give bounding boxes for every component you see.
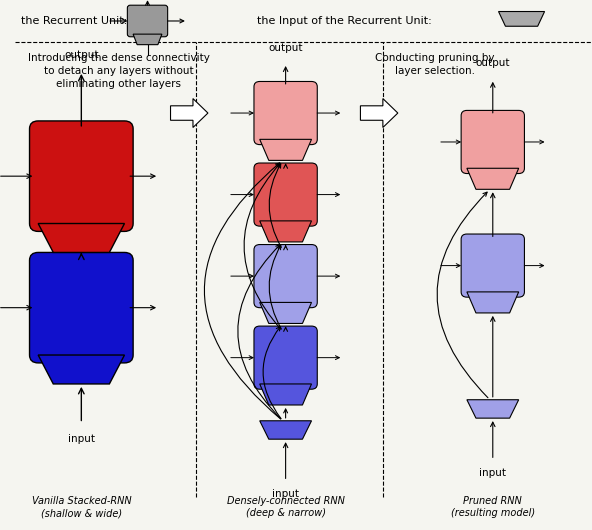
Polygon shape <box>361 99 398 128</box>
Text: Vanilla Stacked-RNN
(shallow & wide): Vanilla Stacked-RNN (shallow & wide) <box>31 497 131 518</box>
Polygon shape <box>467 292 519 313</box>
FancyBboxPatch shape <box>127 5 168 37</box>
Polygon shape <box>260 421 311 439</box>
Text: Pruned RNN
(resulting model): Pruned RNN (resulting model) <box>451 497 535 518</box>
FancyBboxPatch shape <box>30 121 133 232</box>
Text: Conducting pruning by
layer selection.: Conducting pruning by layer selection. <box>375 52 495 76</box>
Polygon shape <box>170 99 208 128</box>
Text: output: output <box>268 42 303 52</box>
Polygon shape <box>260 384 311 405</box>
Polygon shape <box>498 12 545 26</box>
FancyBboxPatch shape <box>254 82 317 145</box>
Polygon shape <box>467 169 519 189</box>
Polygon shape <box>38 224 124 252</box>
FancyBboxPatch shape <box>254 244 317 308</box>
Text: Densely-connected RNN
(deep & narrow): Densely-connected RNN (deep & narrow) <box>227 497 345 518</box>
Polygon shape <box>38 355 124 384</box>
FancyBboxPatch shape <box>461 234 525 297</box>
Text: input: input <box>68 434 95 444</box>
Text: output: output <box>475 58 510 68</box>
Polygon shape <box>260 221 311 242</box>
Polygon shape <box>260 139 311 161</box>
FancyBboxPatch shape <box>30 252 133 363</box>
Polygon shape <box>133 34 162 45</box>
Text: Introducing the dense connectivity
to detach any layers without
eliminating othe: Introducing the dense connectivity to de… <box>28 52 210 89</box>
Text: output: output <box>64 50 99 60</box>
Polygon shape <box>467 400 519 418</box>
FancyBboxPatch shape <box>254 163 317 226</box>
FancyBboxPatch shape <box>461 110 525 173</box>
FancyBboxPatch shape <box>254 326 317 389</box>
Text: the Recurrent Unit:: the Recurrent Unit: <box>21 16 127 26</box>
Text: the Input of the Recurrent Unit:: the Input of the Recurrent Unit: <box>257 16 432 26</box>
Text: input: input <box>480 468 506 478</box>
Polygon shape <box>260 303 311 323</box>
Text: input: input <box>272 489 299 499</box>
